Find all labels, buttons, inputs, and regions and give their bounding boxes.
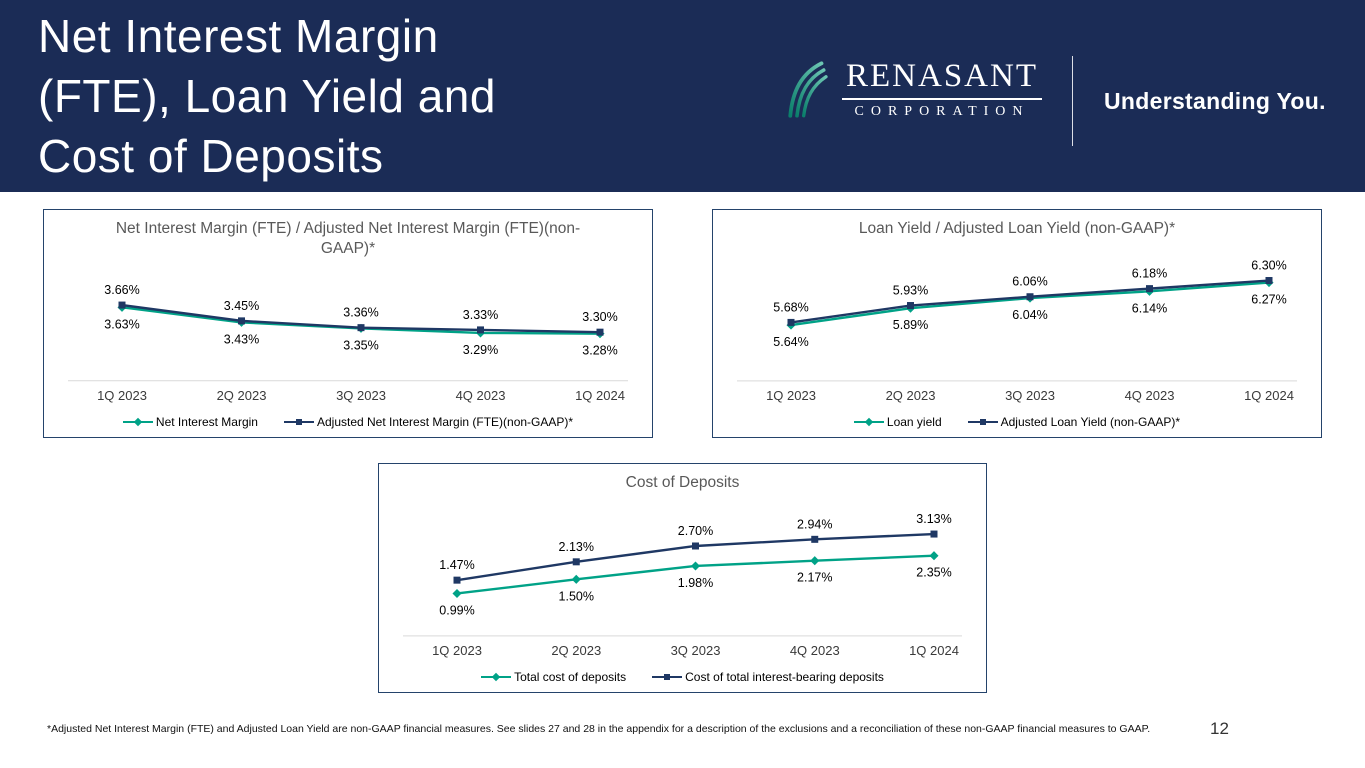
legend-label: Adjusted Net Interest Margin (FTE)(non-G…: [316, 415, 574, 430]
legend-marker: [283, 418, 314, 427]
logo-subtitle: CORPORATION: [854, 104, 1030, 119]
legend-item: Net Interest Margin: [122, 415, 258, 430]
svg-text:2.70%: 2.70%: [678, 524, 713, 538]
slide-title: Net Interest Margin (FTE), Loan Yield an…: [38, 6, 496, 186]
svg-text:3.66%: 3.66%: [104, 283, 139, 297]
chart-title: Net Interest Margin (FTE) / Adjusted Net…: [115, 220, 581, 258]
svg-text:6.04%: 6.04%: [1012, 308, 1047, 322]
svg-text:1Q 2024: 1Q 2024: [575, 388, 625, 403]
legend-label: Cost of total interest-bearing deposits: [685, 670, 884, 684]
svg-text:4Q 2023: 4Q 2023: [1125, 388, 1175, 403]
svg-text:1.98%: 1.98%: [678, 576, 713, 590]
cost-of-deposits-line-plot: 1Q 2023 2Q 2023 3Q 2023 4Q 2023 1Q 2024 0.99%…: [403, 512, 962, 658]
svg-text:2.94%: 2.94%: [797, 517, 832, 531]
svg-text:3.13%: 3.13%: [916, 512, 951, 526]
svg-text:3.28%: 3.28%: [582, 344, 617, 358]
logo-divider: [1072, 56, 1073, 146]
svg-text:3.29%: 3.29%: [463, 343, 498, 357]
chart-net-interest-margin: Net Interest Margin (FTE) / Adjusted Net…: [43, 209, 653, 438]
svg-text:2.17%: 2.17%: [797, 571, 832, 585]
legend-item: Adjusted Net Interest Margin (FTE)(non-G…: [283, 415, 574, 430]
slide-title-line-1: Net Interest Margin: [38, 10, 439, 62]
svg-text:6.06%: 6.06%: [1012, 275, 1047, 289]
chart-legend: Total cost of deposits Cost of total int…: [379, 666, 986, 692]
svg-text:4Q 2023: 4Q 2023: [456, 388, 506, 403]
logo-name: RENASANT: [842, 58, 1043, 100]
svg-text:1.47%: 1.47%: [439, 558, 474, 572]
legend-label: Loan yield: [886, 415, 942, 429]
renasant-leaf-icon: [788, 61, 828, 118]
loan-yield-line-plot: 1Q 2023 2Q 2023 3Q 2023 4Q 2023 1Q 2024 5.64%…: [737, 259, 1297, 403]
legend-item: Total cost of deposits: [481, 670, 626, 684]
net-interest-margin-line-plot: 1Q 2023 2Q 2023 3Q 2023 4Q 2023 1Q 2024 3.63%…: [68, 283, 628, 403]
slide-header: Net Interest Margin (FTE), Loan Yield an…: [0, 0, 1365, 192]
footnote: *Adjusted Net Interest Margin (FTE) and …: [47, 723, 1151, 735]
chart-title: Cost of Deposits: [625, 474, 740, 491]
svg-text:3.33%: 3.33%: [463, 308, 498, 322]
svg-text:1Q 2023: 1Q 2023: [432, 643, 482, 658]
legend-marker: [652, 673, 683, 682]
svg-text:3Q 2023: 3Q 2023: [671, 643, 721, 658]
tagline: Understanding You.: [1104, 88, 1326, 114]
legend-marker: [481, 672, 512, 682]
svg-text:3.43%: 3.43%: [224, 333, 259, 347]
legend-item: Loan yield: [853, 415, 942, 429]
legend-marker: [967, 418, 998, 427]
legend-label: Adjusted Loan Yield (non-GAAP)*: [1000, 415, 1181, 429]
legend-label: Total cost of deposits: [514, 670, 627, 684]
svg-text:3.45%: 3.45%: [224, 299, 259, 313]
svg-text:6.14%: 6.14%: [1132, 301, 1167, 315]
legend-marker: [853, 417, 884, 427]
legend-label: Net Interest Margin: [155, 415, 258, 430]
svg-text:0.99%: 0.99%: [439, 604, 474, 618]
svg-text:6.27%: 6.27%: [1251, 293, 1286, 307]
slide-title-line-3: Cost of Deposits: [38, 130, 384, 182]
svg-text:3Q 2023: 3Q 2023: [336, 388, 386, 403]
chart-title: Loan Yield / Adjusted Loan Yield (non-GA…: [858, 220, 1176, 237]
svg-text:3.35%: 3.35%: [343, 339, 378, 353]
chart-loan-yield: Loan Yield / Adjusted Loan Yield (non-GA…: [712, 209, 1322, 438]
svg-text:3Q 2023: 3Q 2023: [1005, 388, 1055, 403]
svg-text:1Q 2024: 1Q 2024: [909, 643, 959, 658]
slide-title-line-2: (FTE), Loan Yield and: [38, 70, 496, 122]
chart-cost-of-deposits: Cost of Deposits 1Q 2023 2Q 2023 3Q 2023 4Q…: [378, 463, 987, 693]
legend-item: Cost of total interest-bearing deposits: [652, 670, 884, 684]
svg-text:6.30%: 6.30%: [1251, 259, 1286, 273]
logo-text: RENASANT CORPORATION: [842, 58, 1043, 120]
svg-text:2.35%: 2.35%: [916, 566, 951, 580]
svg-text:1Q 2023: 1Q 2023: [766, 388, 816, 403]
svg-text:2.13%: 2.13%: [559, 540, 594, 554]
svg-text:5.93%: 5.93%: [893, 284, 928, 298]
svg-text:2Q 2023: 2Q 2023: [886, 388, 936, 403]
svg-text:3.30%: 3.30%: [582, 310, 617, 324]
legend-marker: [122, 417, 153, 427]
legend-item: Adjusted Loan Yield (non-GAAP)*: [967, 415, 1181, 429]
svg-text:2Q 2023: 2Q 2023: [551, 643, 601, 658]
svg-text:5.64%: 5.64%: [773, 335, 808, 349]
svg-text:6.18%: 6.18%: [1132, 267, 1167, 281]
svg-text:3.36%: 3.36%: [343, 306, 378, 320]
page-number: 12: [1210, 719, 1229, 738]
svg-text:1.50%: 1.50%: [559, 589, 594, 603]
svg-text:1Q 2024: 1Q 2024: [1244, 388, 1294, 403]
svg-text:1Q 2023: 1Q 2023: [97, 388, 147, 403]
svg-text:2Q 2023: 2Q 2023: [217, 388, 267, 403]
svg-text:3.63%: 3.63%: [104, 318, 139, 332]
renasant-logo: RENASANT CORPORATION: [784, 58, 1043, 120]
svg-text:5.89%: 5.89%: [893, 318, 928, 332]
chart-legend: Net Interest Margin Adjusted Net Interes…: [44, 411, 652, 437]
chart-legend: Loan yield Adjusted Loan Yield (non-GAAP…: [713, 411, 1321, 437]
svg-text:5.68%: 5.68%: [773, 301, 808, 315]
svg-text:4Q 2023: 4Q 2023: [790, 643, 840, 658]
